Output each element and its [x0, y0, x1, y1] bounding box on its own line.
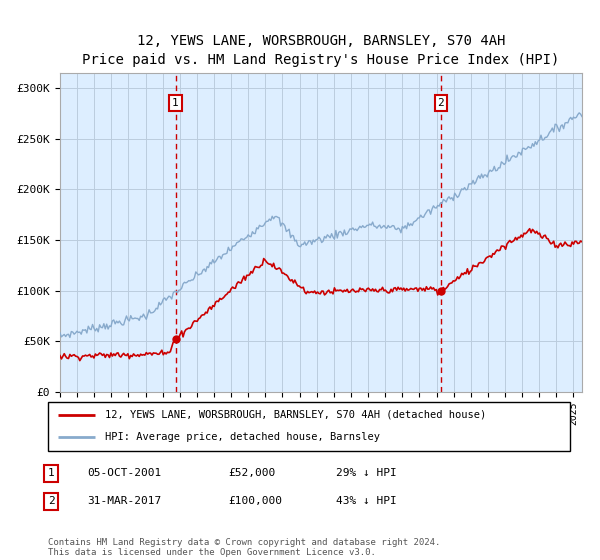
FancyBboxPatch shape — [48, 402, 570, 451]
Text: 1: 1 — [47, 468, 55, 478]
Text: 1: 1 — [172, 98, 179, 108]
Text: 29% ↓ HPI: 29% ↓ HPI — [336, 468, 397, 478]
Text: 05-OCT-2001: 05-OCT-2001 — [87, 468, 161, 478]
Text: Contains HM Land Registry data © Crown copyright and database right 2024.
This d: Contains HM Land Registry data © Crown c… — [48, 538, 440, 557]
Text: 2: 2 — [437, 98, 444, 108]
Text: 12, YEWS LANE, WORSBROUGH, BARNSLEY, S70 4AH (detached house): 12, YEWS LANE, WORSBROUGH, BARNSLEY, S70… — [106, 410, 487, 420]
Text: 43% ↓ HPI: 43% ↓ HPI — [336, 496, 397, 506]
Text: 31-MAR-2017: 31-MAR-2017 — [87, 496, 161, 506]
Text: £52,000: £52,000 — [228, 468, 275, 478]
Text: £100,000: £100,000 — [228, 496, 282, 506]
Text: 2: 2 — [47, 496, 55, 506]
Text: HPI: Average price, detached house, Barnsley: HPI: Average price, detached house, Barn… — [106, 432, 380, 442]
Title: 12, YEWS LANE, WORSBROUGH, BARNSLEY, S70 4AH
Price paid vs. HM Land Registry's H: 12, YEWS LANE, WORSBROUGH, BARNSLEY, S70… — [82, 34, 560, 67]
